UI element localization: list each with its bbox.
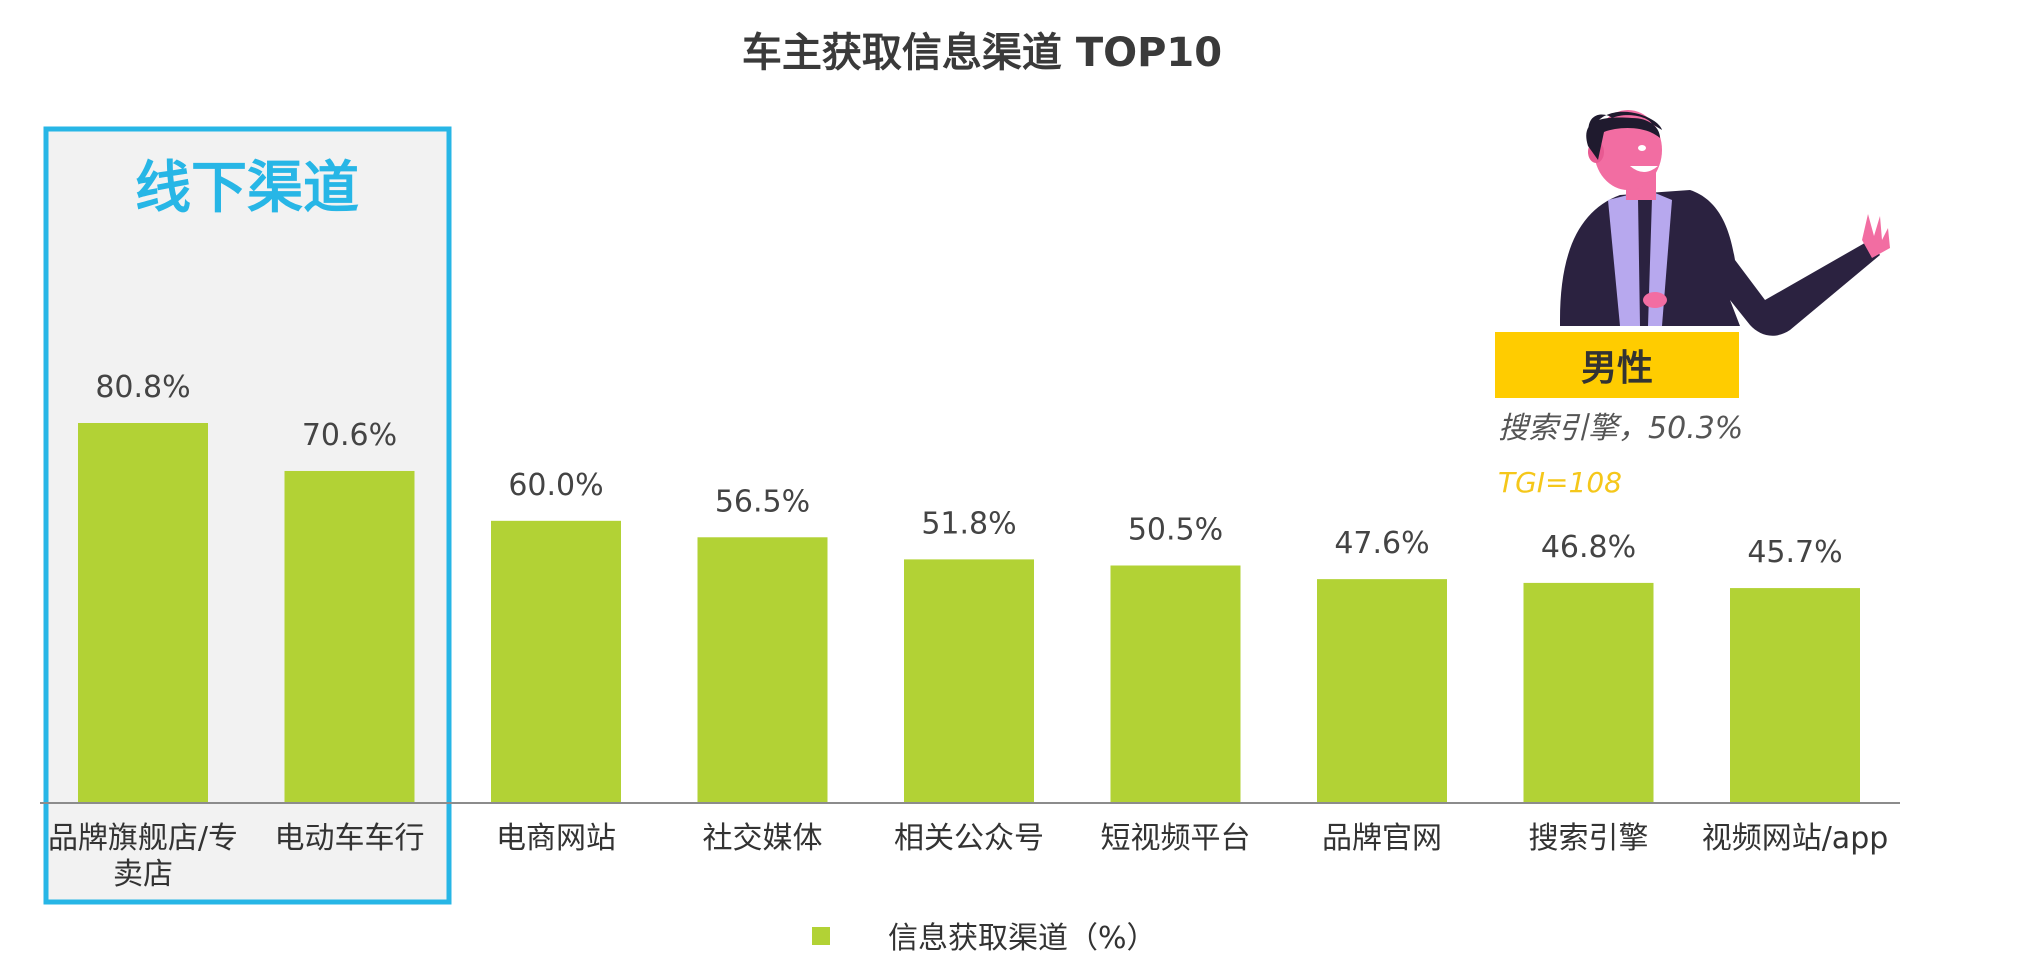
value-label-5: 50.5% (1128, 513, 1223, 548)
bar-7 (1523, 582, 1654, 803)
tick-label-0-line-1: 卖店 (113, 857, 173, 892)
tick-label-6: 品牌官网 (1322, 821, 1442, 856)
tick-label-1: 电动车车行 (275, 821, 425, 856)
legend-label: 信息获取渠道（%） (888, 921, 1157, 956)
value-label-2: 60.0% (508, 468, 603, 503)
tick-label-8: 视频网站/app (1702, 821, 1889, 856)
bar-2 (491, 520, 621, 803)
x-tick-labels: 品牌旗舰店/专卖店 电动车车行 电商网站 社交媒体 相关公众号 短视频平台 品牌官网 搜索引擎… (48, 821, 1888, 892)
value-label-4: 51.8% (921, 506, 1016, 541)
tick-label-3: 社交媒体 (703, 821, 823, 856)
bar-5 (1110, 565, 1241, 803)
offline-group-label: 线下渠道 (135, 156, 359, 221)
tick-label-4: 相关公众号 (894, 821, 1044, 856)
value-label-3: 56.5% (715, 484, 810, 519)
tick-label-0-line-0: 品牌旗舰店/专 (48, 821, 238, 856)
value-label-1: 70.6% (302, 418, 397, 453)
value-labels: 80.8% 70.6% 60.0% 56.5% 51.8% 50.5% 47.6% 46.8%… (95, 370, 1842, 570)
man-presenting-icon (1560, 110, 1890, 336)
legend-swatch (812, 927, 830, 945)
value-label-6: 47.6% (1334, 526, 1429, 561)
tick-label-5: 短视频平台 (1101, 821, 1251, 856)
bar-1 (284, 470, 415, 803)
value-label-0: 80.8% (95, 370, 190, 405)
tick-label-2: 电商网站 (496, 821, 616, 856)
bars (78, 423, 1860, 803)
chart-title: 车主获取信息渠道 TOP10 (742, 30, 1222, 76)
male-badge (1495, 332, 1739, 398)
tgi-note: TGI=108 (1498, 466, 1622, 499)
value-label-7: 46.8% (1541, 530, 1636, 565)
value-label-8: 45.7% (1747, 535, 1842, 570)
male-badge-label: 男性 (1581, 348, 1653, 389)
bar-8 (1730, 588, 1860, 803)
bar-6 (1317, 579, 1447, 803)
male-search-note: 搜索引擎，50.3% (1498, 411, 1743, 446)
bar-3 (697, 537, 828, 803)
bar-0 (78, 423, 208, 803)
tick-label-7: 搜索引擎 (1529, 821, 1649, 856)
bar-4 (904, 559, 1034, 803)
